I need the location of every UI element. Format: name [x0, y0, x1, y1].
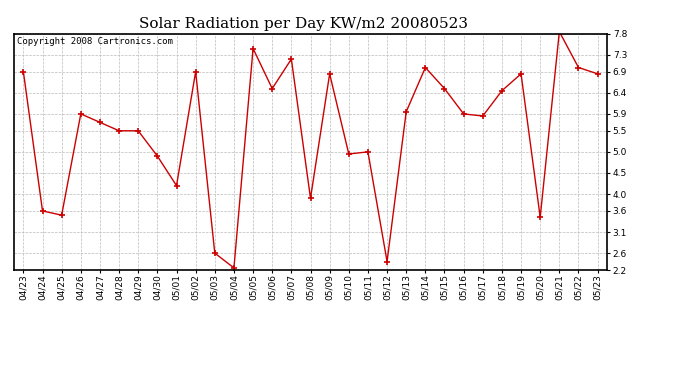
Text: Copyright 2008 Cartronics.com: Copyright 2008 Cartronics.com — [17, 37, 172, 46]
Text: Solar Radiation per Day KW/m2 20080523: Solar Radiation per Day KW/m2 20080523 — [139, 17, 468, 31]
